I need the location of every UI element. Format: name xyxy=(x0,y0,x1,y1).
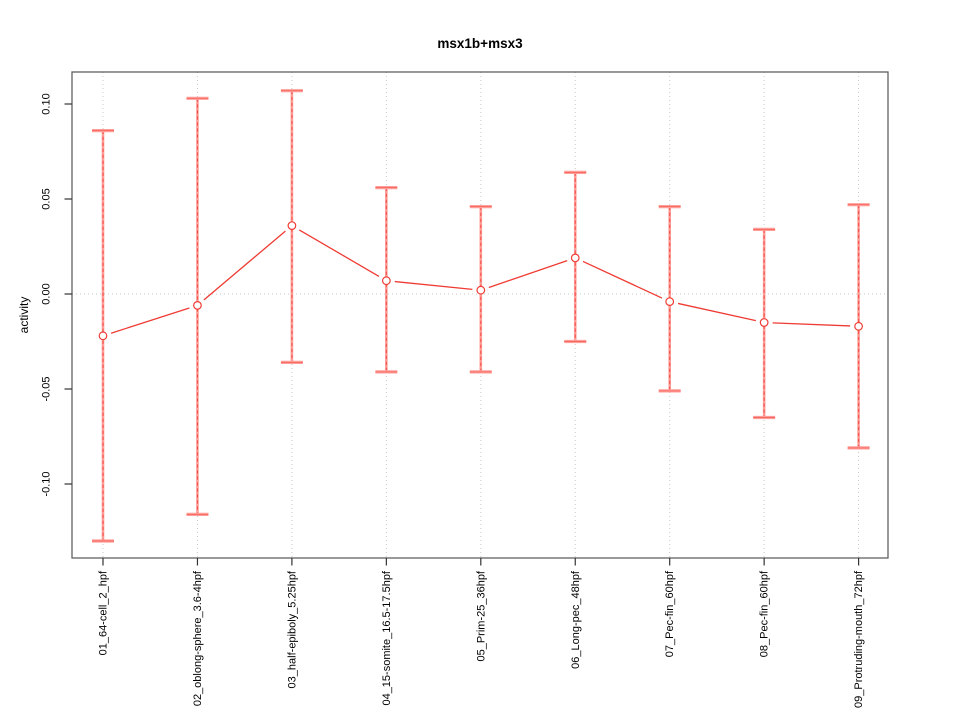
data-point-marker xyxy=(381,276,391,286)
series-segment xyxy=(677,302,756,322)
y-tick-label: 0.10 xyxy=(41,93,53,114)
y-tick-label: -0.05 xyxy=(41,376,53,401)
x-tick-label: 02_oblong-sphere_3.6-4hpf xyxy=(192,570,204,706)
x-tick-label: 05_Prim-25_36hpf xyxy=(475,570,487,661)
chart-title: msx1b+msx3 xyxy=(437,36,523,51)
x-tick-label: 09_Protruding-mouth_72hpf xyxy=(853,570,865,708)
series-segment xyxy=(772,322,851,327)
data-point-marker xyxy=(759,318,769,327)
series-segment xyxy=(110,307,190,334)
series-segment xyxy=(488,260,568,289)
data-point-marker xyxy=(98,331,108,341)
series-segment xyxy=(394,280,473,290)
series-segment xyxy=(298,229,380,277)
y-tick-label: 0.00 xyxy=(41,283,53,304)
data-point-marker xyxy=(854,321,863,331)
data-point-marker xyxy=(193,301,202,310)
x-tick-label: 07_Pec-fin_60hpf xyxy=(664,570,676,657)
x-tick-label: 01_64-cell_2_hpf xyxy=(98,570,110,655)
y-axis-title: activity xyxy=(17,297,31,334)
series-segment xyxy=(582,260,663,299)
data-point-marker xyxy=(570,253,580,263)
x-tick-label: 06_Long-pec_48hpf xyxy=(570,570,582,669)
x-tick-label: 04_15-somite_16.5-17.5hpf xyxy=(381,570,393,705)
series-segment xyxy=(203,230,286,301)
data-point-marker xyxy=(287,221,297,231)
data-point-marker xyxy=(476,285,486,295)
y-tick-label: 0.05 xyxy=(41,188,53,209)
x-tick-label: 03_half-epiboly_5.25hpf xyxy=(286,570,298,688)
plot-box xyxy=(71,71,889,559)
y-tick-label: -0.10 xyxy=(41,471,53,496)
data-point-marker xyxy=(665,297,675,307)
x-tick-label: 08_Pec-fin_60hpf xyxy=(759,570,771,657)
